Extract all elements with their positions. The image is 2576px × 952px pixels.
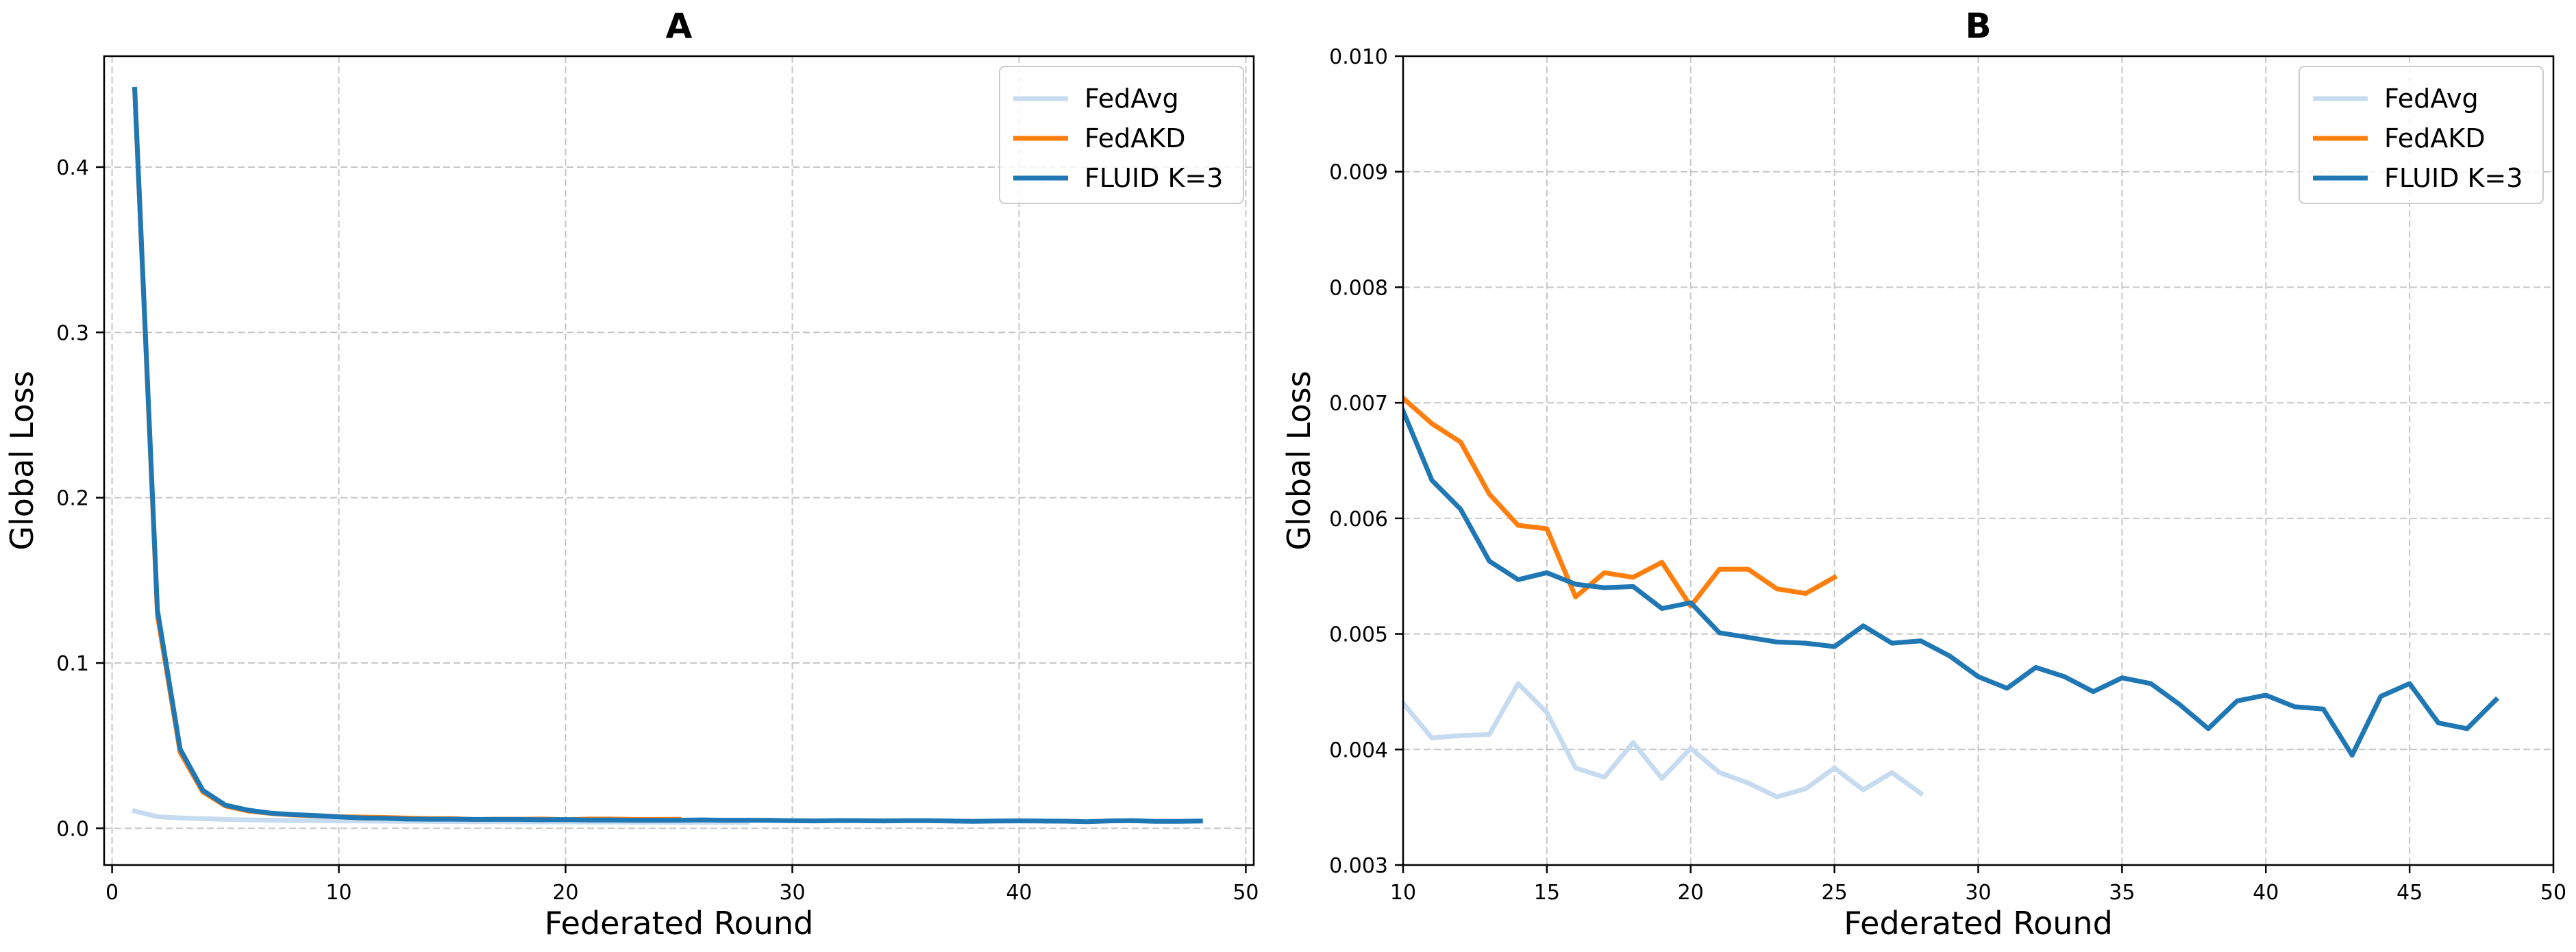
x-tick-label: 30: [1965, 881, 1991, 905]
x-tick-label: 20: [1678, 881, 1704, 905]
series-line-fedavg: [1403, 681, 1924, 799]
legend: FedAvg FedAKD FLUID K=3: [999, 66, 1244, 204]
legend-label: FedAvg: [1085, 84, 1179, 114]
legend-label: FedAKD: [2384, 123, 2485, 153]
y-tick-label: 0.006: [1329, 508, 1388, 531]
y-tick-label: 0.2: [56, 487, 89, 511]
legend-label: FLUID K=3: [2384, 163, 2523, 193]
series-line-fluid-k-3: [132, 86, 1203, 825]
y-tick-label: 0.0: [56, 817, 89, 841]
x-axis-label: Federated Round: [1844, 905, 2113, 942]
y-axis-label: Global Loss: [1280, 371, 1317, 550]
y-tick-label: 0.010: [1329, 45, 1388, 69]
y-tick-label: 0.004: [1329, 738, 1388, 762]
chart-title: B: [1965, 6, 1991, 46]
x-tick-label: 15: [1534, 881, 1560, 905]
legend: FedAvg FedAKD FLUID K=3: [2299, 66, 2544, 204]
y-tick-label: 0.4: [56, 156, 89, 180]
series-line-fluid-k-3: [1403, 408, 2500, 758]
legend-label: FLUID K=3: [1085, 163, 1223, 193]
x-tick-label: 25: [1822, 881, 1848, 905]
plot-frame: [103, 55, 1255, 866]
x-tick-label: 20: [552, 881, 578, 905]
x-tick-label: 40: [2253, 881, 2279, 905]
legend-label: FedAvg: [2384, 84, 2479, 114]
x-tick-label: 45: [2397, 881, 2423, 905]
series-line-fedakd: [1403, 394, 1838, 609]
y-tick-label: 0.003: [1329, 854, 1388, 878]
x-tick-label: 10: [1390, 881, 1416, 905]
panel-a: 0 10 20 30 40 50 0.0 0.1 0.2 0.3 0.4 A Federated Rou…: [3, 6, 1259, 942]
y-tick-label: 0.008: [1329, 276, 1388, 300]
x-tick-label: 35: [2109, 881, 2135, 905]
y-tick-label: 0.007: [1329, 392, 1388, 416]
panel-b: 10 15 20 25 30 35 40 45 50 0.003 0.004 0.005 0.006 0.…: [1280, 6, 2566, 942]
x-tick-label: 0: [106, 881, 119, 905]
x-tick-label: 30: [779, 881, 805, 905]
x-tick-label: 50: [1233, 881, 1259, 905]
x-tick-label: 10: [325, 881, 351, 905]
y-tick-label: 0.1: [56, 652, 89, 676]
y-tick-label: 0.005: [1329, 623, 1388, 647]
x-tick-label: 50: [2540, 881, 2566, 905]
y-tick-label: 0.009: [1329, 161, 1388, 185]
legend-label: FedAKD: [1085, 123, 1185, 153]
y-tick-label: 0.3: [56, 321, 89, 345]
y-axis-label: Global Loss: [3, 371, 40, 550]
x-tick-label: 40: [1006, 881, 1032, 905]
chart-title: A: [666, 6, 693, 46]
x-axis-label: Federated Round: [545, 905, 814, 942]
series-line-fedakd: [132, 88, 682, 823]
